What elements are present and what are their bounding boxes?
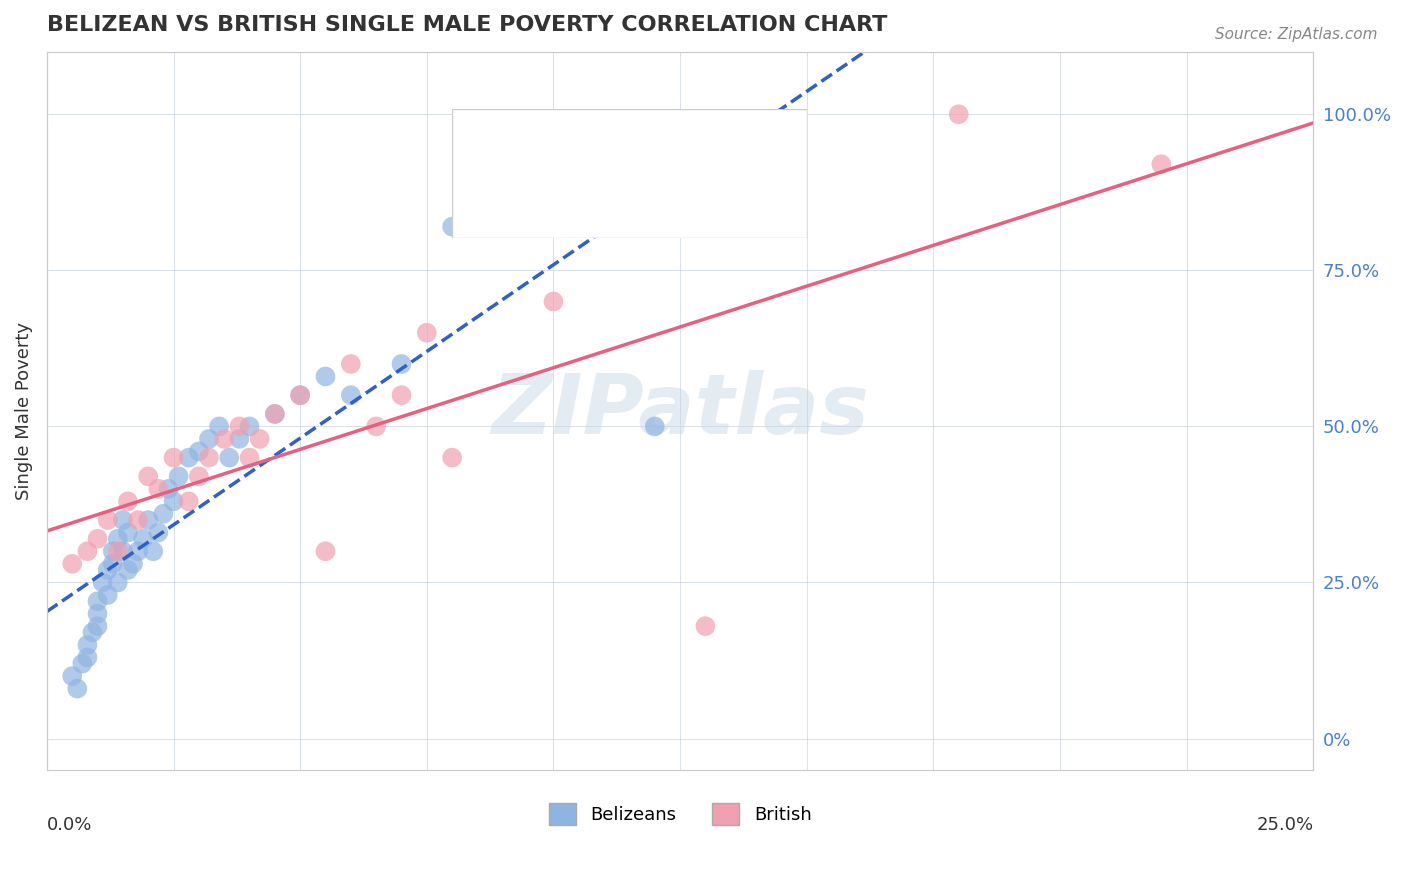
Text: Source: ZipAtlas.com: Source: ZipAtlas.com [1215,27,1378,42]
Point [263,407,285,421]
Point [315,544,337,558]
Point [60,557,83,571]
Point [152,507,174,521]
Point [167,469,190,483]
Point [695,619,717,633]
Point [91,575,114,590]
Point [107,532,129,546]
Point [86,532,108,546]
Point [187,469,209,483]
Point [263,407,285,421]
Point [238,450,260,465]
Point [132,532,155,546]
Point [340,357,363,371]
Text: ZIPatlas: ZIPatlas [491,370,869,451]
Point [249,432,271,446]
Point [212,432,235,446]
Point [76,544,98,558]
Point [148,525,170,540]
Point [66,681,89,696]
Point [101,557,124,571]
Point [107,544,129,558]
Point [315,369,337,384]
Point [441,219,464,234]
Point [228,419,250,434]
Point [117,494,139,508]
Point [86,619,108,633]
Point [187,444,209,458]
Point [288,388,311,402]
Point [122,557,145,571]
Point [208,419,231,434]
Point [86,607,108,621]
Point [107,575,129,590]
Y-axis label: Single Male Poverty: Single Male Poverty [15,322,32,500]
Point [60,669,83,683]
Point [127,544,149,558]
Point [97,513,120,527]
Point [111,513,134,527]
Point [218,450,240,465]
Point [76,638,98,652]
Point [142,544,165,558]
Point [72,657,94,671]
Point [97,563,120,577]
Point [366,419,388,434]
Point [111,544,134,558]
Text: 0.0%: 0.0% [46,816,93,834]
Point [162,450,184,465]
Point [238,419,260,434]
Point [177,494,200,508]
Point [1150,157,1173,171]
Point [117,563,139,577]
Point [644,419,666,434]
Point [340,388,363,402]
Point [148,482,170,496]
Text: 25.0%: 25.0% [1256,816,1313,834]
Point [198,450,221,465]
Point [127,513,149,527]
Point [162,494,184,508]
Point [948,107,970,121]
Point [82,625,104,640]
Point [391,357,413,371]
Point [76,650,98,665]
Point [177,450,200,465]
Point [416,326,439,340]
Point [198,432,221,446]
Point [136,469,159,483]
Point [136,513,159,527]
Point [157,482,180,496]
Point [391,388,413,402]
Point [86,594,108,608]
Point [288,388,311,402]
Point [97,588,120,602]
Point [101,544,124,558]
Text: BELIZEAN VS BRITISH SINGLE MALE POVERTY CORRELATION CHART: BELIZEAN VS BRITISH SINGLE MALE POVERTY … [46,15,887,35]
Point [441,450,464,465]
Point [117,525,139,540]
Legend: Belizeans, British: Belizeans, British [541,796,818,832]
Point [228,432,250,446]
Point [543,294,565,309]
